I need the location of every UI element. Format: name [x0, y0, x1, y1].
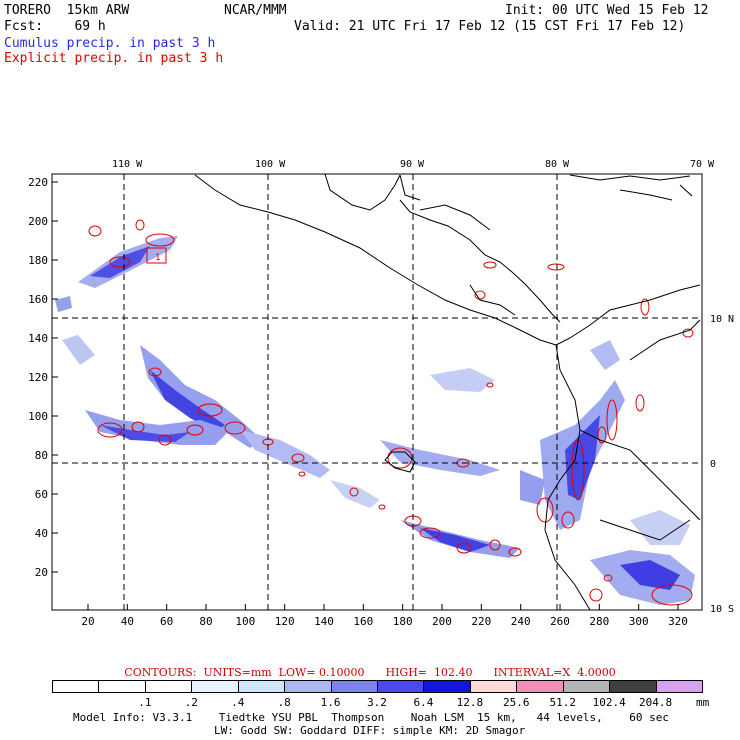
map-frame	[51, 173, 703, 611]
model-title: TORERO 15km ARW	[4, 3, 130, 18]
x-tick-label: 80	[199, 615, 212, 628]
model-physics: LW: Godd SW: Goddard DIFF: simple KM: 2D…	[214, 724, 526, 737]
axis-tick-labels: 220 200 180 160 140 120 100 80 60 40 20 20 40 60 80 100…	[28, 176, 688, 628]
contour-label-box	[146, 247, 167, 264]
lon-label-90w: 90 W	[400, 159, 425, 170]
color-bar-segment	[469, 680, 518, 693]
color-bar-label: .2	[184, 696, 198, 709]
x-tick-label: 240	[511, 615, 531, 628]
axis-ticks	[52, 181, 679, 610]
lat-lon-grid	[52, 174, 702, 610]
lat-label-10s: 10 S	[710, 604, 734, 615]
x-tick-label: 120	[275, 615, 295, 628]
color-bar-segment	[609, 680, 657, 693]
color-bar-label: 1.6	[320, 696, 341, 709]
units-label: mm	[696, 696, 710, 709]
lat-label-10n: 10 N	[710, 314, 734, 325]
x-tick-label: 280	[589, 615, 609, 628]
color-bar-label: 12.8	[456, 696, 484, 709]
y-tick-label: 20	[35, 566, 48, 579]
color-bar-segment	[655, 680, 703, 693]
color-bar-segment	[144, 680, 193, 693]
color-bar-label: .4	[231, 696, 245, 709]
cumulus-label: Cumulus precip. in past 3 h	[4, 36, 216, 51]
color-bar-segment	[284, 680, 332, 693]
x-tick-label: 300	[629, 615, 649, 628]
forecast-hour: Fcst: 69 h	[4, 19, 106, 34]
x-tick-label: 200	[432, 615, 452, 628]
color-bar-label: .8	[277, 696, 291, 709]
color-bar-segment	[191, 680, 239, 693]
x-tick-label: 40	[121, 615, 134, 628]
x-tick-label: 260	[550, 615, 570, 628]
y-tick-label: 180	[28, 254, 48, 267]
y-tick-label: 40	[35, 527, 48, 540]
explicit-label: Explicit precip. in past 3 h	[4, 51, 224, 66]
lon-label-80w: 80 W	[545, 159, 570, 170]
contour-label: 1	[155, 253, 160, 263]
y-tick-label: 140	[28, 332, 48, 345]
color-bar-segment	[52, 680, 100, 693]
x-tick-label: 100	[235, 615, 255, 628]
model-info: Model Info: V3.3.1 Tiedtke YSU PBL Thomp…	[73, 711, 670, 724]
color-bar-label: 25.6	[503, 696, 530, 709]
init-time: Init: 00 UTC Wed 15 Feb 12	[505, 3, 709, 18]
color-bar-label: 204.8	[639, 696, 673, 709]
x-tick-label: 320	[668, 615, 688, 628]
color-bar-segment	[377, 680, 425, 693]
color-bar-segment	[562, 680, 611, 693]
color-bar-segment	[98, 680, 146, 693]
lon-label-110w: 110 W	[112, 159, 143, 170]
y-tick-label: 220	[28, 176, 48, 189]
x-tick-label: 180	[393, 615, 413, 628]
color-bar-label: 6.4	[413, 696, 434, 709]
y-tick-label: 60	[35, 488, 48, 501]
color-bar-label: 51.2	[549, 696, 576, 709]
y-tick-label: 160	[28, 293, 48, 306]
color-bar-label: 102.4	[592, 696, 626, 709]
lon-label-100w: 100 W	[255, 159, 286, 170]
contour-info: CONTOURS: UNITS=mm LOW= 0.10000 HIGH= 10…	[124, 666, 616, 679]
x-tick-label: 220	[471, 615, 491, 628]
x-tick-label: 60	[160, 615, 173, 628]
color-bar-segment	[237, 680, 286, 693]
y-tick-label: 100	[28, 410, 48, 423]
organization: NCAR/MMM	[224, 3, 287, 18]
color-bar-segment	[516, 680, 564, 693]
lon-label-70w: 70 W	[690, 159, 715, 170]
explicit-precip-contours	[88, 219, 694, 606]
color-bar-segment	[330, 680, 378, 693]
cumulus-precip-areas	[55, 236, 695, 605]
valid-time: Valid: 21 UTC Fri 17 Feb 12 (15 CST Fri …	[294, 19, 686, 34]
color-bar-label: 3.2	[367, 696, 387, 709]
color-bar-segment	[423, 680, 471, 693]
y-tick-label: 80	[35, 449, 48, 462]
x-tick-label: 160	[353, 615, 373, 628]
y-tick-label: 200	[28, 215, 48, 228]
coastlines	[194, 173, 701, 611]
x-tick-label: 20	[81, 615, 94, 628]
color-bar-label: .1	[138, 696, 152, 709]
x-tick-label: 140	[314, 615, 334, 628]
y-tick-label: 120	[28, 371, 48, 384]
lat-label-0: 0	[710, 459, 716, 470]
